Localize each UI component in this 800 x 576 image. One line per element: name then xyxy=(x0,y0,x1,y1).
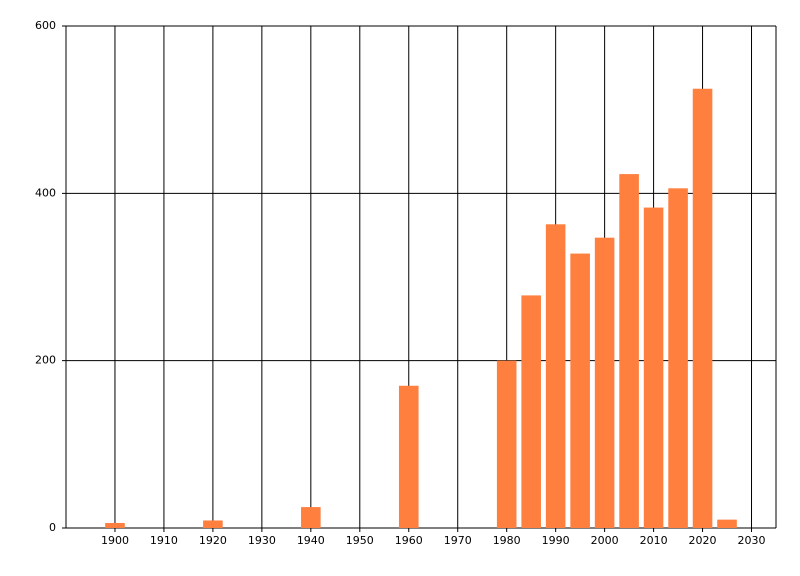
x-tick-label: 1950 xyxy=(346,534,374,547)
x-tick-label: 2000 xyxy=(591,534,619,547)
x-tick-label: 2020 xyxy=(689,534,717,547)
x-tick-label: 1940 xyxy=(297,534,325,547)
bar xyxy=(545,224,566,529)
x-tick-label: 1960 xyxy=(395,534,423,547)
bar xyxy=(398,385,419,528)
bar xyxy=(301,507,321,528)
y-tick-label: 0 xyxy=(49,521,56,534)
y-tick-label: 400 xyxy=(35,186,56,199)
bar xyxy=(570,253,590,528)
bar xyxy=(105,522,125,528)
x-tick-label: 1930 xyxy=(248,534,276,547)
bar xyxy=(643,207,664,528)
bar xyxy=(203,520,223,528)
bar xyxy=(717,519,737,528)
x-tick-label: 1970 xyxy=(444,534,472,547)
x-tick-label: 1920 xyxy=(199,534,227,547)
x-tick-label: 2030 xyxy=(738,534,766,547)
bar xyxy=(619,174,639,528)
bar xyxy=(668,188,688,528)
x-tick-label: 1980 xyxy=(493,534,521,547)
bar xyxy=(594,237,615,528)
x-tick-label: 1990 xyxy=(542,534,570,547)
x-tick-label: 1900 xyxy=(101,534,129,547)
y-tick-label: 600 xyxy=(35,19,56,32)
y-tick-label: 200 xyxy=(35,354,56,367)
bar xyxy=(692,88,713,528)
bar xyxy=(521,295,541,528)
x-tick-label: 1910 xyxy=(150,534,178,547)
x-tick-label: 2010 xyxy=(640,534,668,547)
bar xyxy=(496,360,517,528)
